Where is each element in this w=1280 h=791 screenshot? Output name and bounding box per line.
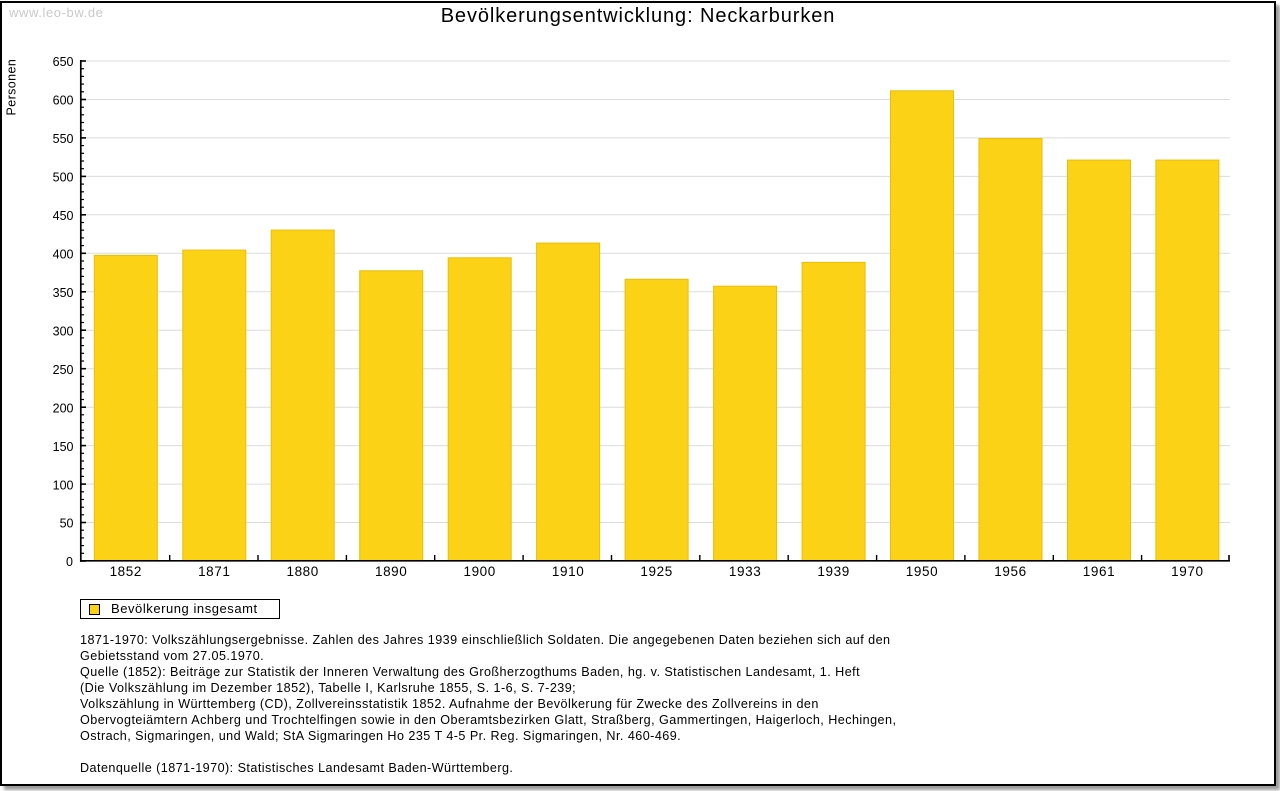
svg-text:250: 250	[53, 363, 74, 377]
svg-text:1852: 1852	[110, 564, 142, 579]
svg-text:500: 500	[53, 171, 74, 185]
svg-text:1961: 1961	[1083, 564, 1115, 579]
svg-text:550: 550	[53, 132, 74, 146]
svg-text:650: 650	[53, 55, 74, 69]
svg-text:1939: 1939	[817, 564, 849, 579]
svg-text:400: 400	[53, 248, 74, 262]
svg-text:450: 450	[53, 209, 74, 223]
svg-text:600: 600	[53, 94, 74, 108]
svg-text:100: 100	[53, 478, 74, 492]
svg-text:150: 150	[53, 440, 74, 454]
svg-text:1890: 1890	[375, 564, 407, 579]
svg-text:1910: 1910	[552, 564, 584, 579]
svg-text:300: 300	[53, 324, 74, 338]
svg-text:1956: 1956	[994, 564, 1026, 579]
svg-text:1880: 1880	[286, 564, 318, 579]
svg-text:0: 0	[66, 555, 73, 569]
svg-text:1925: 1925	[640, 564, 672, 579]
svg-text:1871: 1871	[198, 564, 230, 579]
svg-text:1900: 1900	[463, 564, 495, 579]
svg-text:1950: 1950	[906, 564, 938, 579]
svg-text:1933: 1933	[729, 564, 761, 579]
svg-text:50: 50	[60, 517, 74, 531]
svg-text:200: 200	[53, 401, 74, 415]
svg-text:1970: 1970	[1171, 564, 1203, 579]
svg-text:350: 350	[53, 286, 74, 300]
